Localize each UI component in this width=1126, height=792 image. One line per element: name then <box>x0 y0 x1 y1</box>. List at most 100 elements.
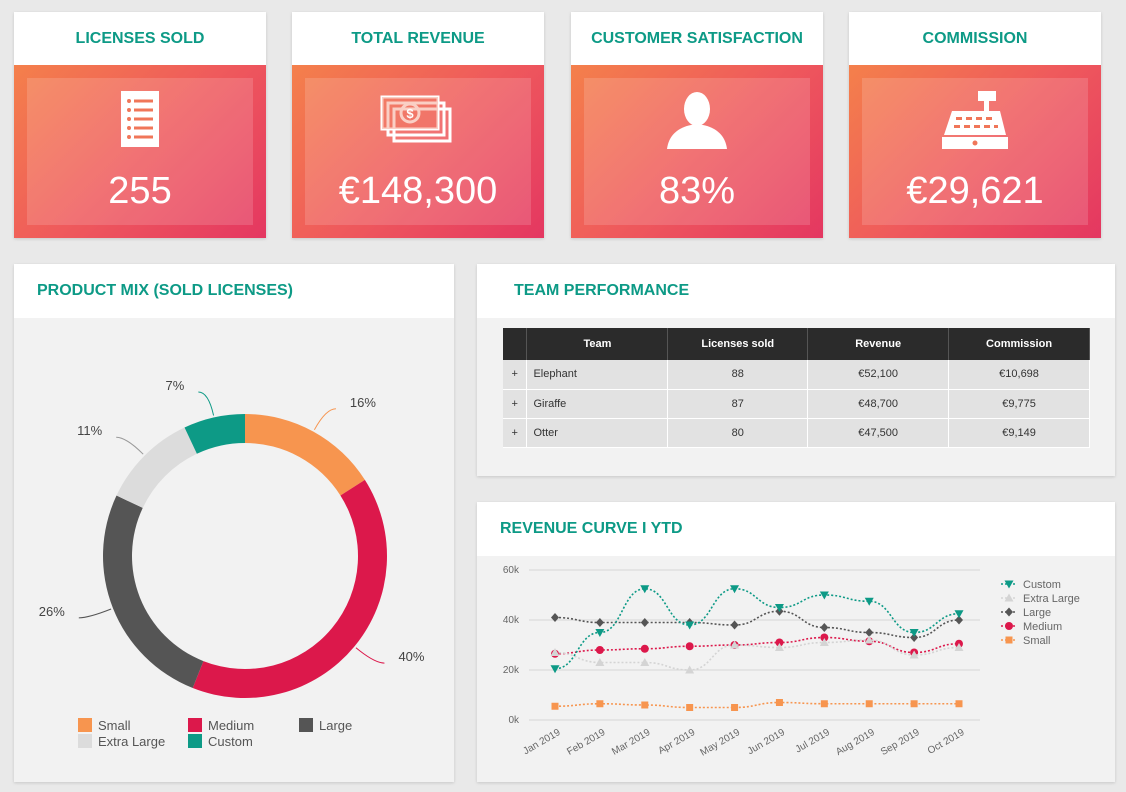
legend-label: Custom <box>208 734 253 749</box>
line-chart: 0k 20k 40k 60k Jan 2019 Feb 2019 Mar 2019 Apr 2… <box>503 565 1080 759</box>
column-header <box>503 328 528 360</box>
kpi-card-satisfaction: CUSTOMER SATISFACTION 83% <box>571 12 823 238</box>
team-table: Team Licenses sold Revenue Commission + … <box>503 328 1090 448</box>
legend-label: Medium <box>1023 621 1062 633</box>
table-row[interactable]: + Elephant 88 €52,100 €10,698 <box>503 360 1090 390</box>
data-point <box>909 629 919 637</box>
data-point <box>910 700 918 708</box>
donut-leader-line <box>355 647 385 664</box>
licenses-cell: 80 <box>667 418 809 448</box>
data-point <box>641 701 649 709</box>
donut-slice-small <box>245 414 365 496</box>
data-point <box>550 665 560 674</box>
revenue-cell: €47,500 <box>807 418 950 448</box>
column-header: Revenue <box>807 328 950 360</box>
data-point <box>819 591 829 600</box>
data-point <box>730 585 740 594</box>
table-row[interactable]: + Giraffe 87 €48,700 €9,775 <box>503 389 1090 419</box>
x-tick-label: Oct 2019 <box>926 727 967 757</box>
table-header-row: Team Licenses sold Revenue Commission <box>503 328 1090 360</box>
data-point <box>551 613 559 622</box>
column-header: Team <box>526 328 669 360</box>
data-point <box>820 633 829 642</box>
data-point <box>909 650 919 659</box>
commission-cell: €9,149 <box>948 418 1090 448</box>
data-point <box>954 610 964 619</box>
y-tick-label: 40k <box>503 615 520 626</box>
list-icon <box>27 89 253 151</box>
data-point <box>819 638 829 646</box>
data-point <box>865 628 874 637</box>
donut-chart: 16% 40% 26% 11% 7% Small Medium Large Extra Larg… <box>39 378 425 749</box>
kpi-card-revenue: TOTAL REVENUE $ €148,300 <box>292 12 544 238</box>
licenses-cell: 87 <box>667 389 809 419</box>
user-icon <box>584 89 810 151</box>
donut-leader-line <box>116 436 144 455</box>
expand-row-button[interactable]: + <box>503 389 528 419</box>
data-point <box>1005 622 1013 630</box>
series-line <box>554 701 959 709</box>
data-point <box>954 643 964 651</box>
data-point <box>730 640 740 649</box>
kpi-body: $ €148,300 <box>292 65 544 238</box>
donut-percent-label: 40% <box>398 649 424 664</box>
data-point <box>820 623 829 632</box>
x-tick-label: Feb 2019 <box>565 727 607 758</box>
panel-title: REVENUE CURVE I YTD <box>477 502 1115 556</box>
data-point <box>775 699 783 706</box>
x-tick-label: Jul 2019 <box>794 727 833 756</box>
kpi-value: €29,621 <box>906 170 1044 212</box>
team-name: Otter <box>526 418 669 448</box>
kpi-title: COMMISSION <box>922 30 1028 47</box>
data-point <box>550 648 560 656</box>
cash-register-icon <box>862 89 1088 151</box>
legend-label: Large <box>1023 607 1051 619</box>
donut-percent-label: 26% <box>39 604 65 619</box>
legend-label: Small <box>98 718 131 733</box>
data-point <box>955 700 963 708</box>
donut-slice-large <box>103 495 204 689</box>
revenue-curve-panel: REVENUE CURVE I YTD 0k 20k 40k 60k Jan 2019 F… <box>477 502 1115 782</box>
data-point <box>640 585 650 594</box>
data-point <box>865 700 873 708</box>
x-tick-label: Jun 2019 <box>746 727 788 757</box>
series-line <box>554 610 960 639</box>
expand-row-button[interactable]: + <box>503 418 528 448</box>
data-point <box>595 629 605 637</box>
table-row[interactable]: + Otter 80 €47,500 €9,149 <box>503 418 1090 448</box>
data-point <box>774 604 784 612</box>
data-point <box>774 643 784 651</box>
team-name: Giraffe <box>526 389 669 419</box>
data-point <box>1004 580 1014 589</box>
panel-title: PRODUCT MIX (SOLD LICENSES) <box>14 264 454 318</box>
data-point <box>595 618 604 627</box>
legend-swatch <box>188 734 202 748</box>
data-point <box>864 597 874 606</box>
data-point <box>595 646 604 654</box>
legend-label: Large <box>319 718 352 733</box>
data-point <box>820 700 828 708</box>
y-tick-label: 60k <box>503 565 520 576</box>
kpi-value: 255 <box>108 170 172 212</box>
svg-text:$: $ <box>406 106 414 121</box>
legend-swatch <box>188 718 202 732</box>
column-header: Commission <box>948 328 1090 360</box>
expand-row-button[interactable]: + <box>503 360 528 390</box>
data-point <box>685 642 694 651</box>
data-point <box>955 615 963 625</box>
team-performance-panel: TEAM PERFORMANCE Team Licenses sold Reve… <box>477 264 1115 476</box>
legend-label: Extra Large <box>98 734 165 749</box>
x-tick-label: Jan 2019 <box>521 727 563 757</box>
series-large <box>551 606 963 642</box>
data-point <box>685 665 695 674</box>
product-mix-panel: PRODUCT MIX (SOLD LICENSES) 16% 40% 26% 11%… <box>14 264 454 782</box>
data-point <box>910 633 919 642</box>
donut-percent-label: 16% <box>350 395 376 410</box>
kpi-value: 83% <box>658 170 736 212</box>
series-small <box>551 699 963 711</box>
data-point <box>864 635 874 644</box>
data-point <box>640 658 650 666</box>
kpi-body: 255 <box>14 65 266 238</box>
series-extra-large <box>550 635 964 674</box>
kpi-title: CUSTOMER SATISFACTION <box>591 30 803 47</box>
